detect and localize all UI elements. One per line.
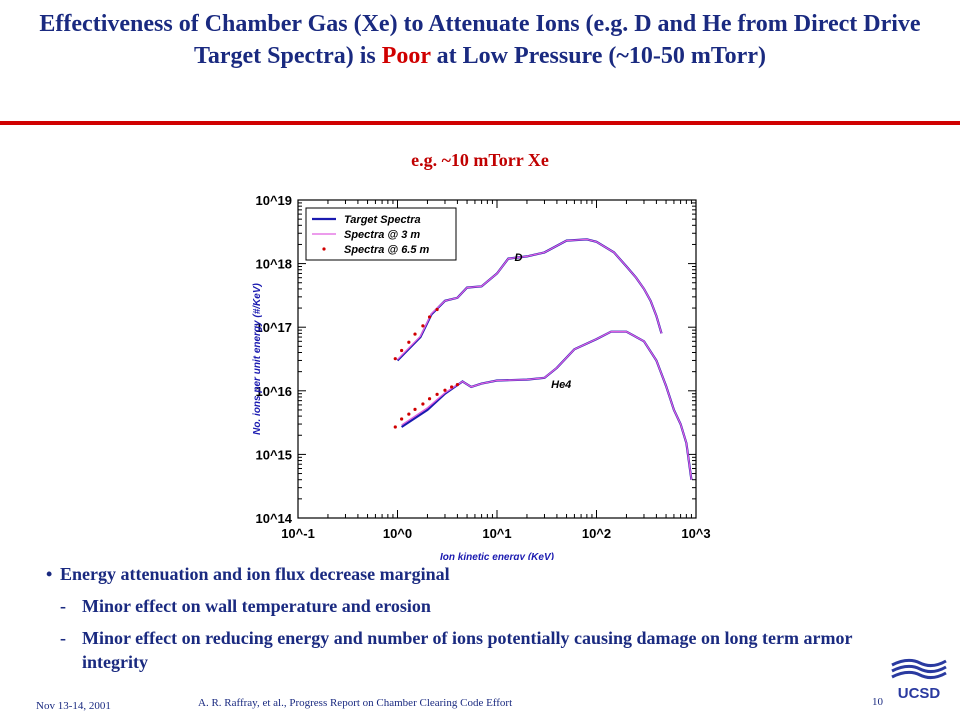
series-2-point [407, 340, 411, 344]
y-tick-label: 10^17 [255, 320, 292, 335]
y-tick-label: 10^14 [255, 511, 292, 526]
series-2-point [421, 402, 425, 406]
bullet-sub-2-text: Minor effect on reducing energy and numb… [82, 628, 853, 672]
series-2-point [435, 392, 439, 396]
spectra-chart: 10^-1 10^0 10^1 10^2 10^3 10^14 10^15 10^16 10^1… [252, 193, 711, 560]
y-tick-label: 10^15 [255, 447, 292, 462]
ucsd-logo: UCSD [891, 658, 947, 702]
legend-swatch [322, 247, 326, 251]
bullet-main-text: Energy attenuation and ion flux decrease… [60, 564, 450, 584]
x-tick-label: 10^2 [582, 526, 611, 541]
legend-label: Spectra @ 6.5 m [344, 244, 430, 256]
bullet-sub-1-text: Minor effect on wall temperature and ero… [82, 596, 431, 616]
x-tick-label: 10^0 [383, 526, 412, 541]
chart-subtitle: e.g. ~10 mTorr Xe [411, 150, 549, 170]
bullet-dash: - [60, 596, 66, 616]
series-1-line-0 [397, 238, 663, 360]
series-1-line-1 [401, 331, 693, 480]
bullet-list: • Energy attenuation and ion flux decrea… [46, 562, 860, 674]
series-2-point [413, 407, 417, 411]
series-0-line-1 [400, 330, 693, 480]
y-tick-label: 10^18 [255, 257, 292, 272]
bullet-dash: - [60, 628, 66, 648]
legend-label: Target Spectra [344, 214, 421, 226]
series-2-point [393, 357, 397, 361]
curve-annotation: He4 [551, 379, 571, 391]
x-tick-label: 10^3 [681, 526, 710, 541]
series-2-point [455, 383, 460, 387]
footer-reference: A. R. Raffray, et al., Progress Report o… [198, 697, 513, 709]
x-tick-label: 10^-1 [281, 526, 315, 541]
y-axis-label: No. ions per unit energy (#/KeV) [252, 282, 263, 434]
x-tick-label: 10^1 [482, 526, 511, 541]
series-2-point [407, 412, 411, 416]
title-highlight: Poor [381, 43, 431, 69]
series-2-point [443, 388, 447, 392]
series-2-point [400, 417, 404, 421]
series-2-point [413, 332, 417, 336]
page-number: 10 [872, 696, 883, 708]
series-2-point [435, 307, 439, 312]
logo-text: UCSD [898, 685, 941, 702]
series-2-point [421, 324, 425, 328]
series-2-point [427, 315, 432, 319]
curve-annotation: D [515, 252, 523, 264]
slide-title: Effectiveness of Chamber Gas (Xe) to Att… [30, 8, 930, 72]
footer-date: Nov 13-14, 2001 [36, 700, 111, 712]
series-2-point [450, 385, 454, 389]
title-part-1: Effectiveness of Chamber Gas (Xe) to Att… [39, 11, 921, 69]
title-divider [0, 121, 960, 125]
series-2-point [393, 425, 397, 429]
bullet-sub-2: - Minor effect on reducing energy and nu… [60, 626, 860, 674]
bullet-main: • Energy attenuation and ion flux decrea… [46, 562, 860, 586]
series-2-point [400, 348, 404, 353]
bullet-dot: • [46, 564, 53, 584]
bullet-sub-1: - Minor effect on wall temperature and e… [60, 594, 860, 618]
x-axis-label: Ion kinetic energy (KeV) [440, 552, 555, 560]
y-tick-label: 10^16 [255, 384, 292, 399]
y-tick-label: 10^19 [255, 193, 292, 208]
title-part-2: at Low Pressure (~10-50 mTorr) [430, 43, 766, 69]
series-2-point [427, 397, 432, 401]
legend-label: Spectra @ 3 m [344, 229, 420, 241]
